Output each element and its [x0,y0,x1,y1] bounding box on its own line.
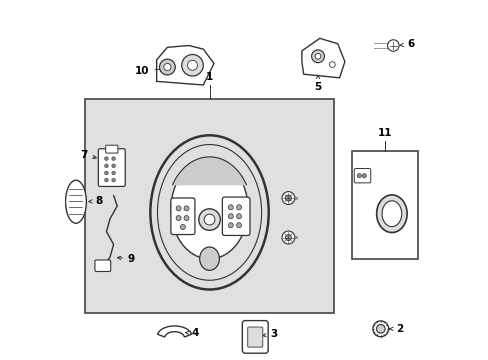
FancyBboxPatch shape [105,145,118,153]
Circle shape [176,216,181,221]
Circle shape [311,50,324,63]
FancyBboxPatch shape [95,260,110,271]
Circle shape [285,235,291,240]
Circle shape [387,40,398,51]
Circle shape [285,195,291,201]
Text: 7: 7 [80,150,96,160]
Bar [351,151,418,259]
Circle shape [104,157,108,161]
Text: 5: 5 [314,75,321,92]
Circle shape [163,63,171,71]
FancyBboxPatch shape [98,149,125,186]
Circle shape [183,206,189,211]
Circle shape [176,206,181,211]
Circle shape [104,164,108,168]
Circle shape [228,205,233,210]
Circle shape [356,174,361,178]
Circle shape [314,53,320,59]
Circle shape [228,223,233,228]
Ellipse shape [150,135,268,289]
Text: 8: 8 [89,196,102,206]
Circle shape [183,216,189,221]
Circle shape [236,205,241,210]
Circle shape [112,157,115,161]
Text: x: x [294,235,297,240]
Circle shape [187,60,197,70]
FancyBboxPatch shape [222,197,249,235]
Circle shape [362,174,366,178]
Text: 4: 4 [185,328,199,338]
Text: 1: 1 [205,72,213,82]
Circle shape [376,324,384,333]
Circle shape [228,214,233,219]
Polygon shape [157,326,191,337]
Ellipse shape [376,195,407,233]
Circle shape [104,171,108,175]
Ellipse shape [65,180,86,223]
Circle shape [203,214,214,225]
Text: 10: 10 [135,66,163,76]
FancyBboxPatch shape [247,327,262,347]
Circle shape [282,231,294,244]
Bar [85,99,333,313]
Circle shape [198,209,220,230]
Polygon shape [301,39,344,78]
Polygon shape [172,157,246,185]
Text: 11: 11 [377,128,392,138]
Circle shape [282,192,294,204]
Ellipse shape [381,201,401,226]
Text: 6: 6 [399,39,413,49]
Circle shape [104,178,108,182]
Circle shape [236,223,241,228]
Text: x: x [294,196,297,201]
FancyBboxPatch shape [242,320,267,353]
Text: 2: 2 [389,324,402,334]
Circle shape [159,59,175,75]
Ellipse shape [199,247,219,270]
Text: 9: 9 [117,254,135,264]
FancyBboxPatch shape [353,168,370,183]
FancyBboxPatch shape [170,198,195,235]
Ellipse shape [157,145,261,280]
Circle shape [112,178,115,182]
Circle shape [182,54,203,76]
Circle shape [112,171,115,175]
Circle shape [112,164,115,168]
Ellipse shape [171,159,247,259]
Circle shape [180,225,185,230]
Circle shape [236,214,241,219]
Text: 3: 3 [262,329,277,339]
Circle shape [329,62,335,67]
Circle shape [372,321,388,337]
Polygon shape [156,45,214,85]
